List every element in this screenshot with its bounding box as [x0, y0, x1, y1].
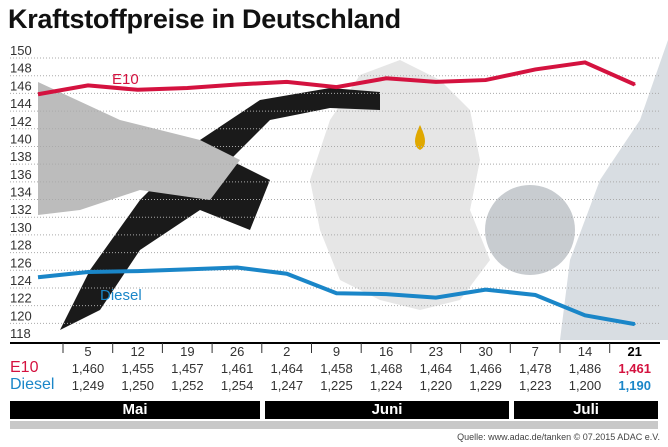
data-point	[584, 314, 586, 317]
data-point	[484, 79, 487, 82]
month-mai: Mai	[10, 401, 260, 419]
table-value: 1,466	[469, 361, 502, 376]
y-tick-label: 138	[10, 149, 32, 164]
data-point	[434, 80, 437, 83]
table-row-e10: E10 1,460 1,455 1,457 1,461 1,464 1,458 1,468 1,…	[0, 359, 668, 378]
table-value: 1,250	[121, 378, 154, 393]
car-image	[560, 40, 668, 340]
data-point	[285, 272, 288, 275]
y-tick-label: 126	[10, 255, 32, 270]
data-point	[434, 296, 437, 299]
series-label-e10: E10	[112, 71, 139, 88]
y-tick-label: 146	[10, 78, 32, 93]
germany-map-image	[310, 60, 490, 310]
source-note: Quelle: www.adac.de/tanken © 07.2015 ADA…	[457, 432, 660, 442]
table-value: 1,461	[220, 361, 254, 376]
x-tick-label: 9	[332, 344, 341, 359]
y-tick-label: 140	[10, 131, 32, 146]
data-point	[186, 87, 189, 90]
date-row: 5 12 19 26 2 9 16 23 30 7 14 21	[0, 344, 668, 361]
data-point	[186, 268, 189, 271]
month-juni: Juni	[265, 401, 509, 419]
data-point	[236, 83, 239, 86]
data-point	[633, 83, 636, 86]
table-value: 1,461	[618, 361, 651, 376]
table-value: 1,200	[568, 378, 602, 393]
fuel-drop-image	[415, 125, 425, 150]
data-point	[335, 292, 338, 295]
footer-bar	[10, 421, 658, 429]
x-tick-label: 2	[283, 344, 291, 359]
fuel-cap-image	[485, 185, 575, 275]
table-value: 1,249	[71, 378, 105, 393]
x-tick-label: 7	[531, 344, 539, 359]
hand-image	[38, 82, 240, 215]
table-value: 1,254	[220, 378, 254, 393]
table-value: 1,464	[419, 361, 453, 376]
data-point	[633, 323, 636, 326]
data-point	[385, 293, 388, 296]
table-row-diesel: Diesel 1,249 1,250 1,252 1,254 1,247 1,225 1,22…	[0, 376, 668, 395]
x-tick-label: 26	[229, 344, 245, 359]
x-tick-label: 14	[577, 344, 593, 359]
y-tick-label: 128	[10, 238, 32, 253]
table-value: 1,464	[270, 361, 304, 376]
data-point	[136, 270, 139, 273]
data-point	[87, 84, 89, 87]
y-tick-label: 150	[10, 43, 32, 58]
table-value: 1,252	[171, 378, 204, 393]
table-value: 1,468	[369, 361, 403, 376]
data-point	[87, 270, 89, 273]
y-tick-label: 136	[10, 167, 32, 182]
data-point	[285, 80, 288, 83]
x-tick-label: 19	[180, 344, 195, 359]
y-tick-label: 118	[10, 326, 31, 341]
y-tick-label: 122	[10, 291, 32, 306]
y-tick-label: 132	[10, 202, 32, 217]
fuel-nozzle-image	[60, 88, 380, 330]
table-value: 1,220	[419, 378, 453, 393]
chart-title: Kraftstoffpreise in Deutschland	[8, 4, 401, 34]
y-tick-label: 124	[10, 273, 32, 288]
x-tick-label: 30	[478, 344, 493, 359]
table-value: 1,224	[369, 378, 403, 393]
data-point	[534, 68, 537, 71]
y-tick-label: 142	[10, 114, 32, 129]
data-point	[335, 86, 338, 89]
y-tick-label: 148	[10, 61, 32, 76]
month-juli: Juli	[514, 401, 658, 419]
x-tick-label: 16	[378, 344, 394, 359]
table-value: 1,229	[469, 378, 502, 393]
table-value: 1,190	[618, 378, 651, 393]
table-value: 1,478	[519, 361, 552, 376]
data-point	[484, 288, 487, 291]
y-tick-label: 144	[10, 96, 32, 111]
table-value: 1,486	[568, 361, 602, 376]
y-tick-label: 130	[10, 220, 32, 235]
y-tick-label: 120	[10, 308, 32, 323]
x-tick-label: 21	[627, 344, 642, 359]
data-point	[236, 266, 239, 269]
table-value: 1,247	[270, 378, 304, 393]
table-value: 1,225	[320, 378, 353, 393]
x-tick-label: 5	[84, 344, 92, 359]
table-value: 1,223	[519, 378, 552, 393]
data-point	[136, 88, 139, 91]
data-point	[385, 77, 388, 80]
x-tick-label: 12	[130, 344, 145, 359]
table-value: 1,455	[121, 361, 154, 376]
table-value: 1,458	[320, 361, 353, 376]
row-label: E10	[10, 359, 39, 376]
row-label: Diesel	[10, 376, 55, 393]
data-point	[584, 61, 586, 64]
data-point	[534, 293, 537, 296]
y-tick-label: 134	[10, 185, 32, 200]
table-value: 1,457	[171, 361, 204, 376]
table-value: 1,460	[71, 361, 105, 376]
x-tick-label: 23	[428, 344, 444, 359]
series-label-diesel: Diesel	[100, 287, 142, 304]
